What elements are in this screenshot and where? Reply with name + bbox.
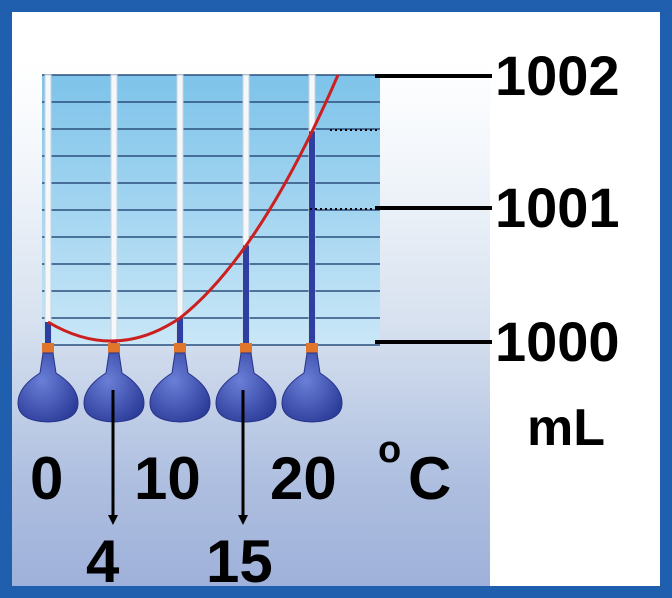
liquid-column	[243, 245, 249, 345]
volume-label-1001: 1001	[495, 176, 620, 239]
flask-neck	[110, 74, 118, 346]
temperature-label-20: 20	[270, 445, 337, 512]
flask-body	[149, 352, 211, 423]
degree-symbol: o	[378, 429, 401, 471]
flask-neck	[44, 74, 52, 346]
flask-group	[17, 74, 343, 423]
liquid-column	[309, 131, 315, 345]
liquid-column	[177, 317, 183, 345]
arrow-label-15: 15	[206, 528, 273, 595]
flask-10	[149, 74, 211, 423]
flask-body	[281, 352, 343, 423]
density-curve	[47, 74, 340, 343]
flask-body	[215, 352, 277, 423]
flask-collar	[306, 343, 318, 353]
flask-15	[215, 74, 277, 423]
liquid-column	[45, 322, 51, 345]
flask-0	[17, 74, 79, 423]
grid-lines	[42, 74, 380, 346]
flask-collar	[42, 343, 54, 353]
flask-collar	[240, 343, 252, 353]
volume-unit-label: mL	[527, 399, 605, 457]
flask-collar	[174, 343, 186, 353]
volume-label-1002: 1002	[495, 44, 620, 107]
flask-collar	[108, 343, 120, 353]
temperature-label-10: 10	[134, 445, 201, 512]
volume-label-1000: 1000	[495, 310, 620, 373]
flask-body	[17, 352, 79, 423]
flask-neck	[176, 74, 184, 346]
arrow-label-4: 4	[86, 528, 120, 595]
temperature-label-0: 0	[30, 445, 63, 512]
celsius-letter: C	[408, 445, 451, 512]
